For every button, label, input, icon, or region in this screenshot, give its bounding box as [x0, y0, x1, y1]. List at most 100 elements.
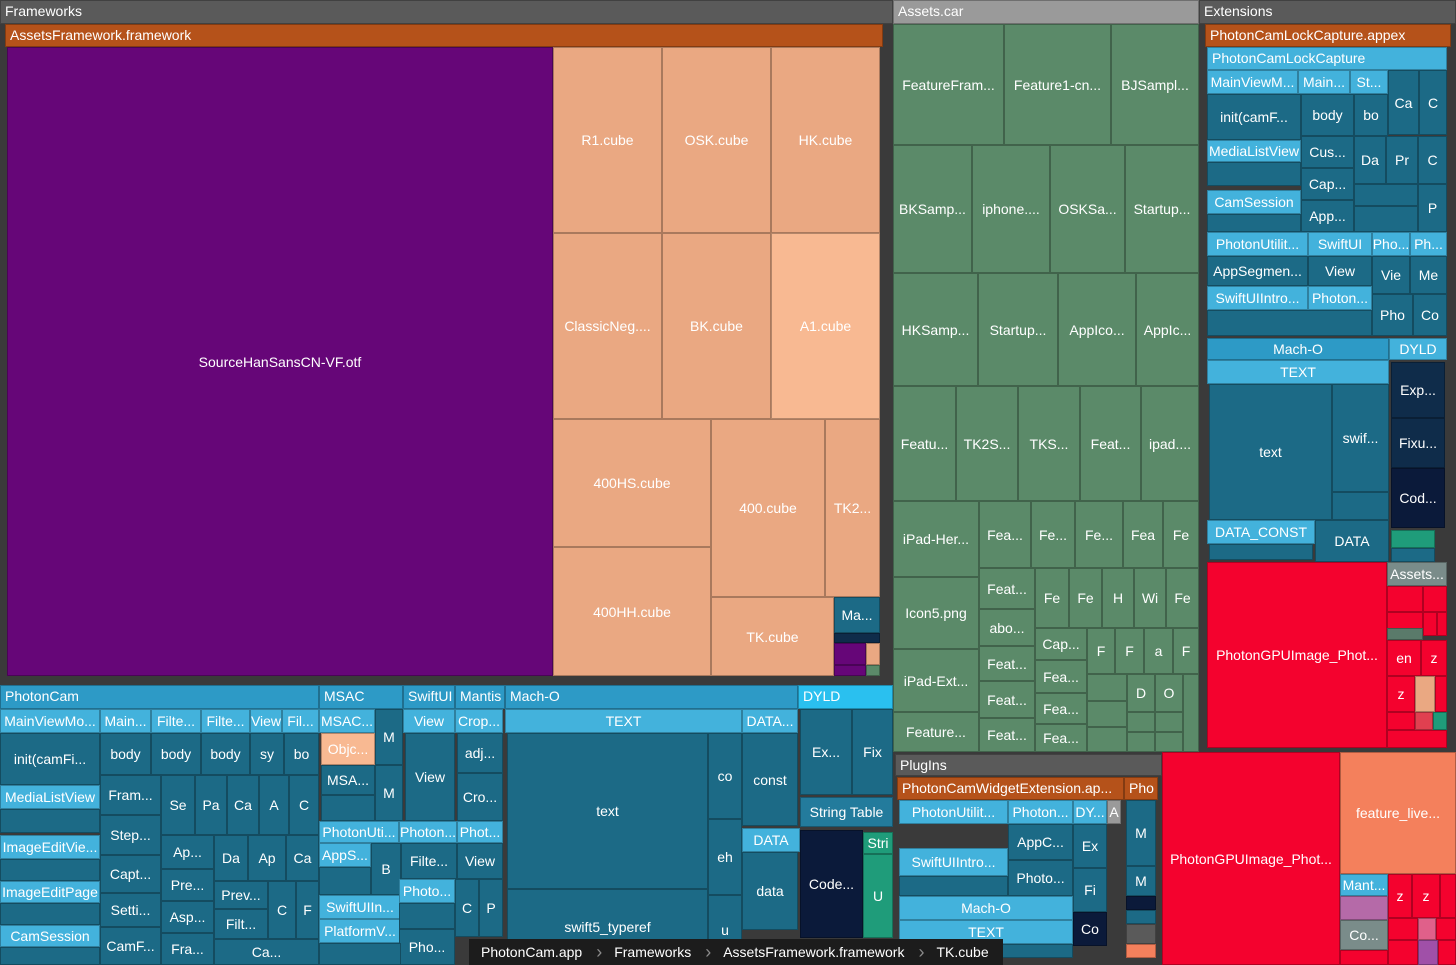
treemap-cell[interactable]: [1087, 727, 1127, 752]
treemap-cell[interactable]: iPad-Her...: [893, 501, 979, 577]
treemap-cell[interactable]: App...: [1301, 200, 1354, 232]
treemap-cell[interactable]: Cro...: [457, 773, 503, 821]
treemap-cell[interactable]: View: [403, 709, 455, 733]
treemap-cell[interactable]: swif...: [1332, 384, 1389, 492]
treemap-cell[interactable]: eh: [708, 819, 742, 895]
breadcrumb-item[interactable]: AssetsFramework.framework: [723, 944, 905, 960]
treemap-cell[interactable]: TK.cube: [711, 597, 834, 676]
treemap-cell[interactable]: C: [268, 881, 296, 939]
treemap-cell[interactable]: F: [1115, 628, 1144, 674]
treemap-cell[interactable]: A1.cube: [771, 233, 880, 419]
treemap-cell[interactable]: Vie: [1372, 256, 1410, 294]
treemap-cell[interactable]: Exp...: [1391, 362, 1445, 418]
breadcrumb-item[interactable]: Frameworks: [614, 944, 692, 960]
treemap-cell[interactable]: MainViewMo...: [0, 709, 100, 733]
treemap-cell[interactable]: Photon...: [1308, 286, 1372, 310]
treemap-cell[interactable]: Photo...: [1008, 860, 1073, 896]
treemap-cell[interactable]: MediaListView: [0, 785, 100, 809]
treemap-cell[interactable]: Se: [161, 775, 195, 835]
treemap-cell[interactable]: [1435, 676, 1447, 712]
treemap-cell[interactable]: Mach-O: [1207, 338, 1389, 360]
treemap-cell[interactable]: Photon...: [399, 821, 457, 843]
treemap-cell[interactable]: feature_live...: [1340, 752, 1456, 874]
treemap-cell[interactable]: [1354, 184, 1418, 206]
treemap-cell[interactable]: CamSession: [1207, 190, 1301, 214]
treemap-cell[interactable]: [1155, 732, 1183, 752]
treemap-cell[interactable]: Icon5.png: [893, 577, 979, 649]
group-header[interactable]: DYLD: [798, 685, 893, 709]
treemap-cell[interactable]: Ap...: [161, 835, 214, 869]
treemap-cell[interactable]: z: [1388, 874, 1412, 918]
treemap-cell[interactable]: M: [375, 765, 403, 821]
treemap-cell[interactable]: A: [259, 775, 289, 835]
treemap-cell[interactable]: Fe...: [1031, 501, 1075, 568]
treemap-cell[interactable]: AppIco...: [1058, 273, 1136, 386]
treemap-cell[interactable]: Fe...: [1075, 501, 1123, 568]
treemap-cell[interactable]: BK.cube: [662, 233, 771, 419]
treemap-cell[interactable]: iphone....: [972, 145, 1050, 273]
treemap-cell[interactable]: Pr: [1386, 136, 1418, 184]
treemap-cell[interactable]: z: [1421, 640, 1447, 676]
treemap-cell[interactable]: body: [100, 733, 151, 775]
treemap-cell[interactable]: [1126, 944, 1156, 958]
treemap-cell[interactable]: B: [371, 843, 401, 895]
treemap-cell[interactable]: init(camF...: [1207, 94, 1301, 140]
treemap-cell[interactable]: Co: [1073, 912, 1107, 946]
treemap-cell[interactable]: [1127, 732, 1155, 752]
treemap-cell[interactable]: Phot...: [457, 821, 503, 843]
treemap-cell[interactable]: HK.cube: [771, 47, 880, 233]
treemap-cell[interactable]: abo...: [979, 609, 1035, 646]
treemap-cell[interactable]: [1388, 940, 1418, 965]
treemap-cell[interactable]: M: [1126, 866, 1156, 896]
treemap-cell[interactable]: Feature1-cn...: [1004, 24, 1111, 145]
treemap-cell[interactable]: [1415, 676, 1435, 712]
treemap-cell[interactable]: [1340, 896, 1388, 920]
treemap-cell[interactable]: Fea...: [1035, 724, 1087, 752]
treemap-cell[interactable]: Main...: [1298, 70, 1350, 94]
treemap-cell[interactable]: OSKSa...: [1050, 145, 1125, 273]
treemap-cell[interactable]: [1387, 628, 1423, 640]
treemap-cell[interactable]: DATA...: [742, 709, 798, 733]
breadcrumb-item[interactable]: TK.cube: [936, 944, 989, 960]
treemap-cell[interactable]: P: [1418, 184, 1447, 232]
treemap-cell[interactable]: View: [405, 733, 455, 821]
treemap-cell[interactable]: Mant...: [1340, 874, 1388, 896]
group-header[interactable]: Mantis: [455, 685, 505, 709]
treemap-cell[interactable]: DATA: [742, 828, 800, 852]
treemap-cell[interactable]: en: [1387, 640, 1421, 676]
treemap-cell[interactable]: SwiftUIIntro...: [1207, 286, 1308, 310]
treemap-cell[interactable]: [1391, 548, 1435, 562]
treemap-cell[interactable]: [1387, 586, 1423, 612]
treemap-cell[interactable]: [1087, 701, 1127, 727]
group-header[interactable]: MSAC: [319, 685, 403, 709]
treemap-cell[interactable]: [1391, 530, 1435, 548]
treemap-cell[interactable]: [1387, 730, 1447, 748]
treemap-cell[interactable]: A: [1107, 800, 1121, 824]
treemap-cell[interactable]: a: [1144, 628, 1173, 674]
treemap-cell[interactable]: Code...: [800, 830, 863, 938]
group-header[interactable]: PlugIns: [895, 754, 1162, 776]
treemap-cell[interactable]: 400HH.cube: [553, 547, 711, 676]
treemap-cell[interactable]: [1423, 612, 1437, 636]
treemap-cell[interactable]: 400HS.cube: [553, 419, 711, 547]
treemap-cell[interactable]: sy: [250, 733, 284, 775]
treemap-cell[interactable]: Da: [214, 835, 248, 881]
treemap-cell[interactable]: [1087, 674, 1127, 701]
treemap-cell[interactable]: PhotonGPUImage_Phot...: [1162, 752, 1340, 965]
group-header[interactable]: Frameworks: [0, 0, 893, 24]
treemap-cell[interactable]: Fe: [1166, 568, 1199, 628]
treemap-cell[interactable]: DATA_CONST: [1207, 520, 1315, 544]
treemap-cell[interactable]: [1126, 924, 1156, 944]
treemap-cell[interactable]: Cap...: [1301, 168, 1354, 200]
treemap-cell[interactable]: [1354, 206, 1418, 232]
treemap-cell[interactable]: M: [1126, 800, 1156, 866]
treemap-cell[interactable]: Ca: [227, 775, 259, 835]
treemap-cell[interactable]: CamF...: [100, 927, 161, 965]
treemap-cell[interactable]: Fi: [1073, 868, 1107, 912]
treemap-cell[interactable]: Filte...: [151, 709, 201, 733]
treemap-cell[interactable]: O: [1155, 674, 1183, 712]
treemap-cell[interactable]: Feature...: [893, 712, 979, 752]
treemap-cell[interactable]: FeatureFram...: [893, 24, 1004, 145]
treemap-cell[interactable]: Pho...: [399, 929, 455, 965]
treemap-cell[interactable]: P: [479, 879, 503, 937]
